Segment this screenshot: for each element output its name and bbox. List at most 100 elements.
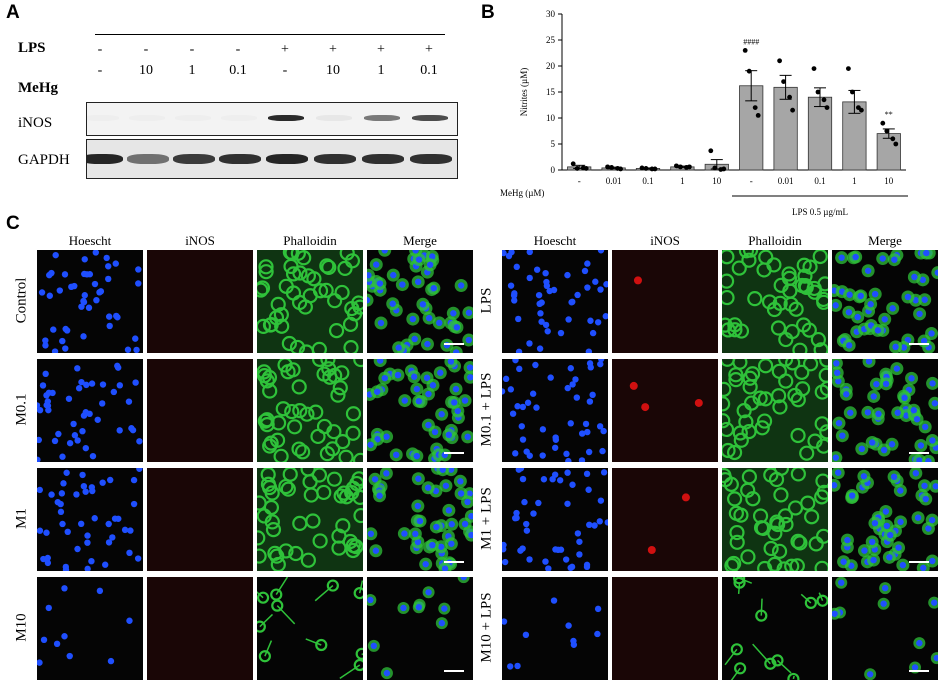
hoechst-image [502, 250, 608, 353]
column-header: Hoescht [68, 233, 112, 248]
condition-label: M0.1 + LPS [478, 372, 495, 447]
phalloidin-image [722, 250, 828, 353]
data-point [890, 136, 896, 142]
lps-lane-value: + [281, 42, 289, 57]
column-header: Hoescht [533, 233, 577, 248]
mehg-lane-value: - [97, 63, 103, 78]
scale-bar [444, 343, 464, 345]
data-point [652, 166, 658, 172]
data-point [708, 148, 714, 154]
lps-lane-value: - [235, 42, 241, 57]
hoechst-image [37, 359, 143, 462]
merge-image [367, 359, 473, 462]
column-header: iNOS [650, 233, 680, 248]
phalloidin-image [257, 250, 363, 353]
y-axis-label: Nitrites (µM) [519, 68, 529, 116]
x-axis-label: MeHg (µM) [500, 188, 544, 198]
scale-bar [444, 561, 464, 563]
inos-image [612, 250, 718, 353]
mehg-lane-value: 0.1 [229, 63, 247, 78]
column-header: Phalloidin [748, 233, 802, 248]
column-header: Merge [868, 233, 902, 248]
y-tick-label: 10 [546, 113, 556, 123]
data-point [712, 165, 718, 171]
data-point [643, 166, 649, 171]
inos-band [175, 115, 211, 121]
panel-b-label: B [481, 2, 495, 23]
scale-bar [909, 561, 929, 563]
y-tick-label: 30 [546, 9, 556, 19]
merge-image [832, 359, 938, 462]
x-tick-label: - [750, 176, 753, 186]
inos-band [87, 115, 119, 121]
scale-bar [909, 670, 929, 672]
mehg-lane-value: - [282, 63, 288, 78]
x-tick-label: 0.01 [606, 176, 622, 186]
gapdh-band [173, 154, 215, 164]
x-tick-label: 10 [884, 176, 894, 186]
data-point [777, 58, 782, 64]
inos-blot [86, 102, 458, 136]
condition-label: Control [13, 277, 30, 324]
data-point [752, 105, 758, 110]
x-tick-label: 1 [852, 176, 857, 186]
inos-band [221, 115, 257, 121]
hoechst-image [502, 359, 608, 462]
data-point [721, 166, 727, 172]
mehg-lane-value: 10 [139, 63, 153, 78]
hoechst-image [502, 577, 608, 680]
y-tick-label: 20 [546, 61, 556, 71]
data-point [884, 128, 890, 134]
merge-image [832, 468, 938, 571]
data-point [787, 94, 792, 100]
column-header: Phalloidin [283, 233, 337, 248]
hoechst-image [37, 468, 143, 571]
data-point [678, 164, 683, 170]
phalloidin-image [257, 468, 363, 571]
mehg-lane-value: 10 [326, 63, 340, 78]
inos-image [147, 577, 253, 680]
x-tick-label: 0.01 [778, 176, 794, 186]
inos-band [364, 115, 400, 121]
data-point [821, 97, 827, 103]
significance-label: #### [743, 37, 759, 46]
data-point [811, 66, 817, 71]
lps-lane-value: - [189, 42, 195, 57]
lps-lane-value: - [143, 42, 149, 57]
phalloidin-image [722, 577, 828, 680]
data-point [639, 165, 645, 171]
scale-bar [444, 670, 464, 672]
phalloidin-image [722, 359, 828, 462]
merge-image [832, 250, 938, 353]
data-point [687, 164, 692, 170]
gapdh-row-label: GAPDH [18, 152, 70, 168]
mehg-lane-value: 1 [188, 63, 196, 78]
phalloidin-image [257, 577, 363, 680]
x-tick-label: 1 [680, 176, 685, 186]
hoechst-image [37, 250, 143, 353]
merge-image [367, 577, 473, 680]
merge-image [367, 250, 473, 353]
y-tick-label: 25 [546, 35, 556, 45]
x-tick-label: 10 [712, 176, 722, 186]
data-point [824, 105, 830, 110]
merge-image [367, 468, 473, 571]
inos-row-label: iNOS [18, 115, 53, 131]
data-point [859, 107, 864, 113]
condition-label: LPS [478, 287, 495, 314]
inos-image [612, 359, 718, 462]
hoechst-image [502, 468, 608, 571]
data-point [846, 66, 851, 71]
lps-lane-value: + [377, 42, 385, 57]
bar [876, 133, 901, 171]
column-header: iNOS [185, 233, 215, 248]
condition-label: M10 + LPS [478, 592, 495, 663]
condition-label: M10 [13, 613, 30, 642]
data-point [605, 164, 610, 170]
gapdh-blot [86, 139, 458, 179]
mehg-row-label: MeHg [18, 80, 58, 96]
lps-lane-value: + [425, 42, 433, 57]
mehg-lane-value: 1 [377, 63, 385, 78]
inos-image [612, 468, 718, 571]
inos-band [129, 115, 165, 121]
